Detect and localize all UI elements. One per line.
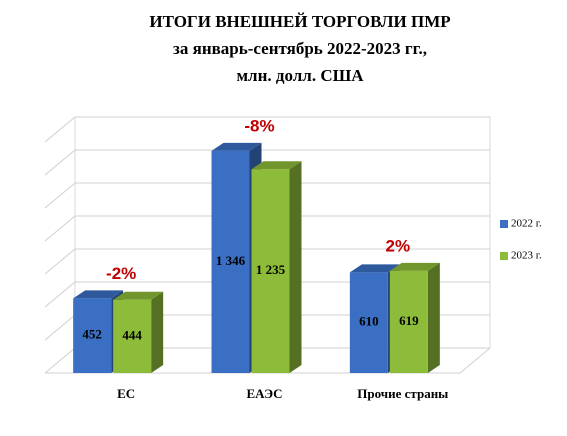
value-label: 1 346 bbox=[216, 253, 246, 268]
bar bbox=[349, 272, 388, 373]
legend-swatch bbox=[500, 252, 508, 260]
legend-label: 2022 г. bbox=[511, 218, 542, 230]
grid-line bbox=[44, 248, 490, 275]
value-label: 452 bbox=[82, 327, 102, 342]
annotation: 2% bbox=[386, 236, 411, 255]
annotation: -2% bbox=[106, 264, 136, 283]
bar-top bbox=[73, 290, 124, 299]
annotation: -8% bbox=[244, 116, 274, 135]
value-label: 619 bbox=[399, 313, 419, 328]
legend-swatch bbox=[500, 220, 508, 228]
floor-edge bbox=[45, 347, 491, 374]
bar-top bbox=[251, 161, 302, 170]
x-tick-label: Прочие страны bbox=[357, 386, 448, 401]
legend-label: 2023 г. bbox=[511, 250, 542, 262]
bar-side bbox=[151, 291, 164, 373]
value-label: 1 235 bbox=[256, 262, 286, 277]
chart-subtitle: за январь-сентябрь 2022-2023 гг., bbox=[173, 39, 427, 58]
bar bbox=[389, 270, 428, 373]
grid-line bbox=[44, 182, 490, 209]
bar-side bbox=[427, 262, 440, 373]
value-label: 610 bbox=[359, 314, 379, 329]
grid-line bbox=[44, 149, 490, 176]
bar bbox=[113, 299, 152, 373]
x-tick-label: ЕАЭС bbox=[247, 386, 283, 401]
bar-top bbox=[389, 262, 440, 271]
bar-top bbox=[113, 291, 164, 300]
bar-side bbox=[289, 161, 302, 373]
bar bbox=[73, 298, 112, 373]
value-label: 444 bbox=[122, 327, 142, 342]
bar bbox=[251, 169, 290, 373]
x-tick-label: ЕС bbox=[117, 386, 135, 401]
grid-line bbox=[44, 116, 490, 143]
chart-title: ИТОГИ ВНЕШНЕЙ ТОРГОВЛИ ПМР bbox=[149, 12, 450, 31]
bar bbox=[211, 150, 250, 373]
unit-title: млн. долл. США bbox=[236, 66, 364, 85]
bar-top bbox=[349, 264, 400, 273]
bar-top bbox=[211, 142, 262, 151]
grid-line bbox=[44, 215, 490, 242]
